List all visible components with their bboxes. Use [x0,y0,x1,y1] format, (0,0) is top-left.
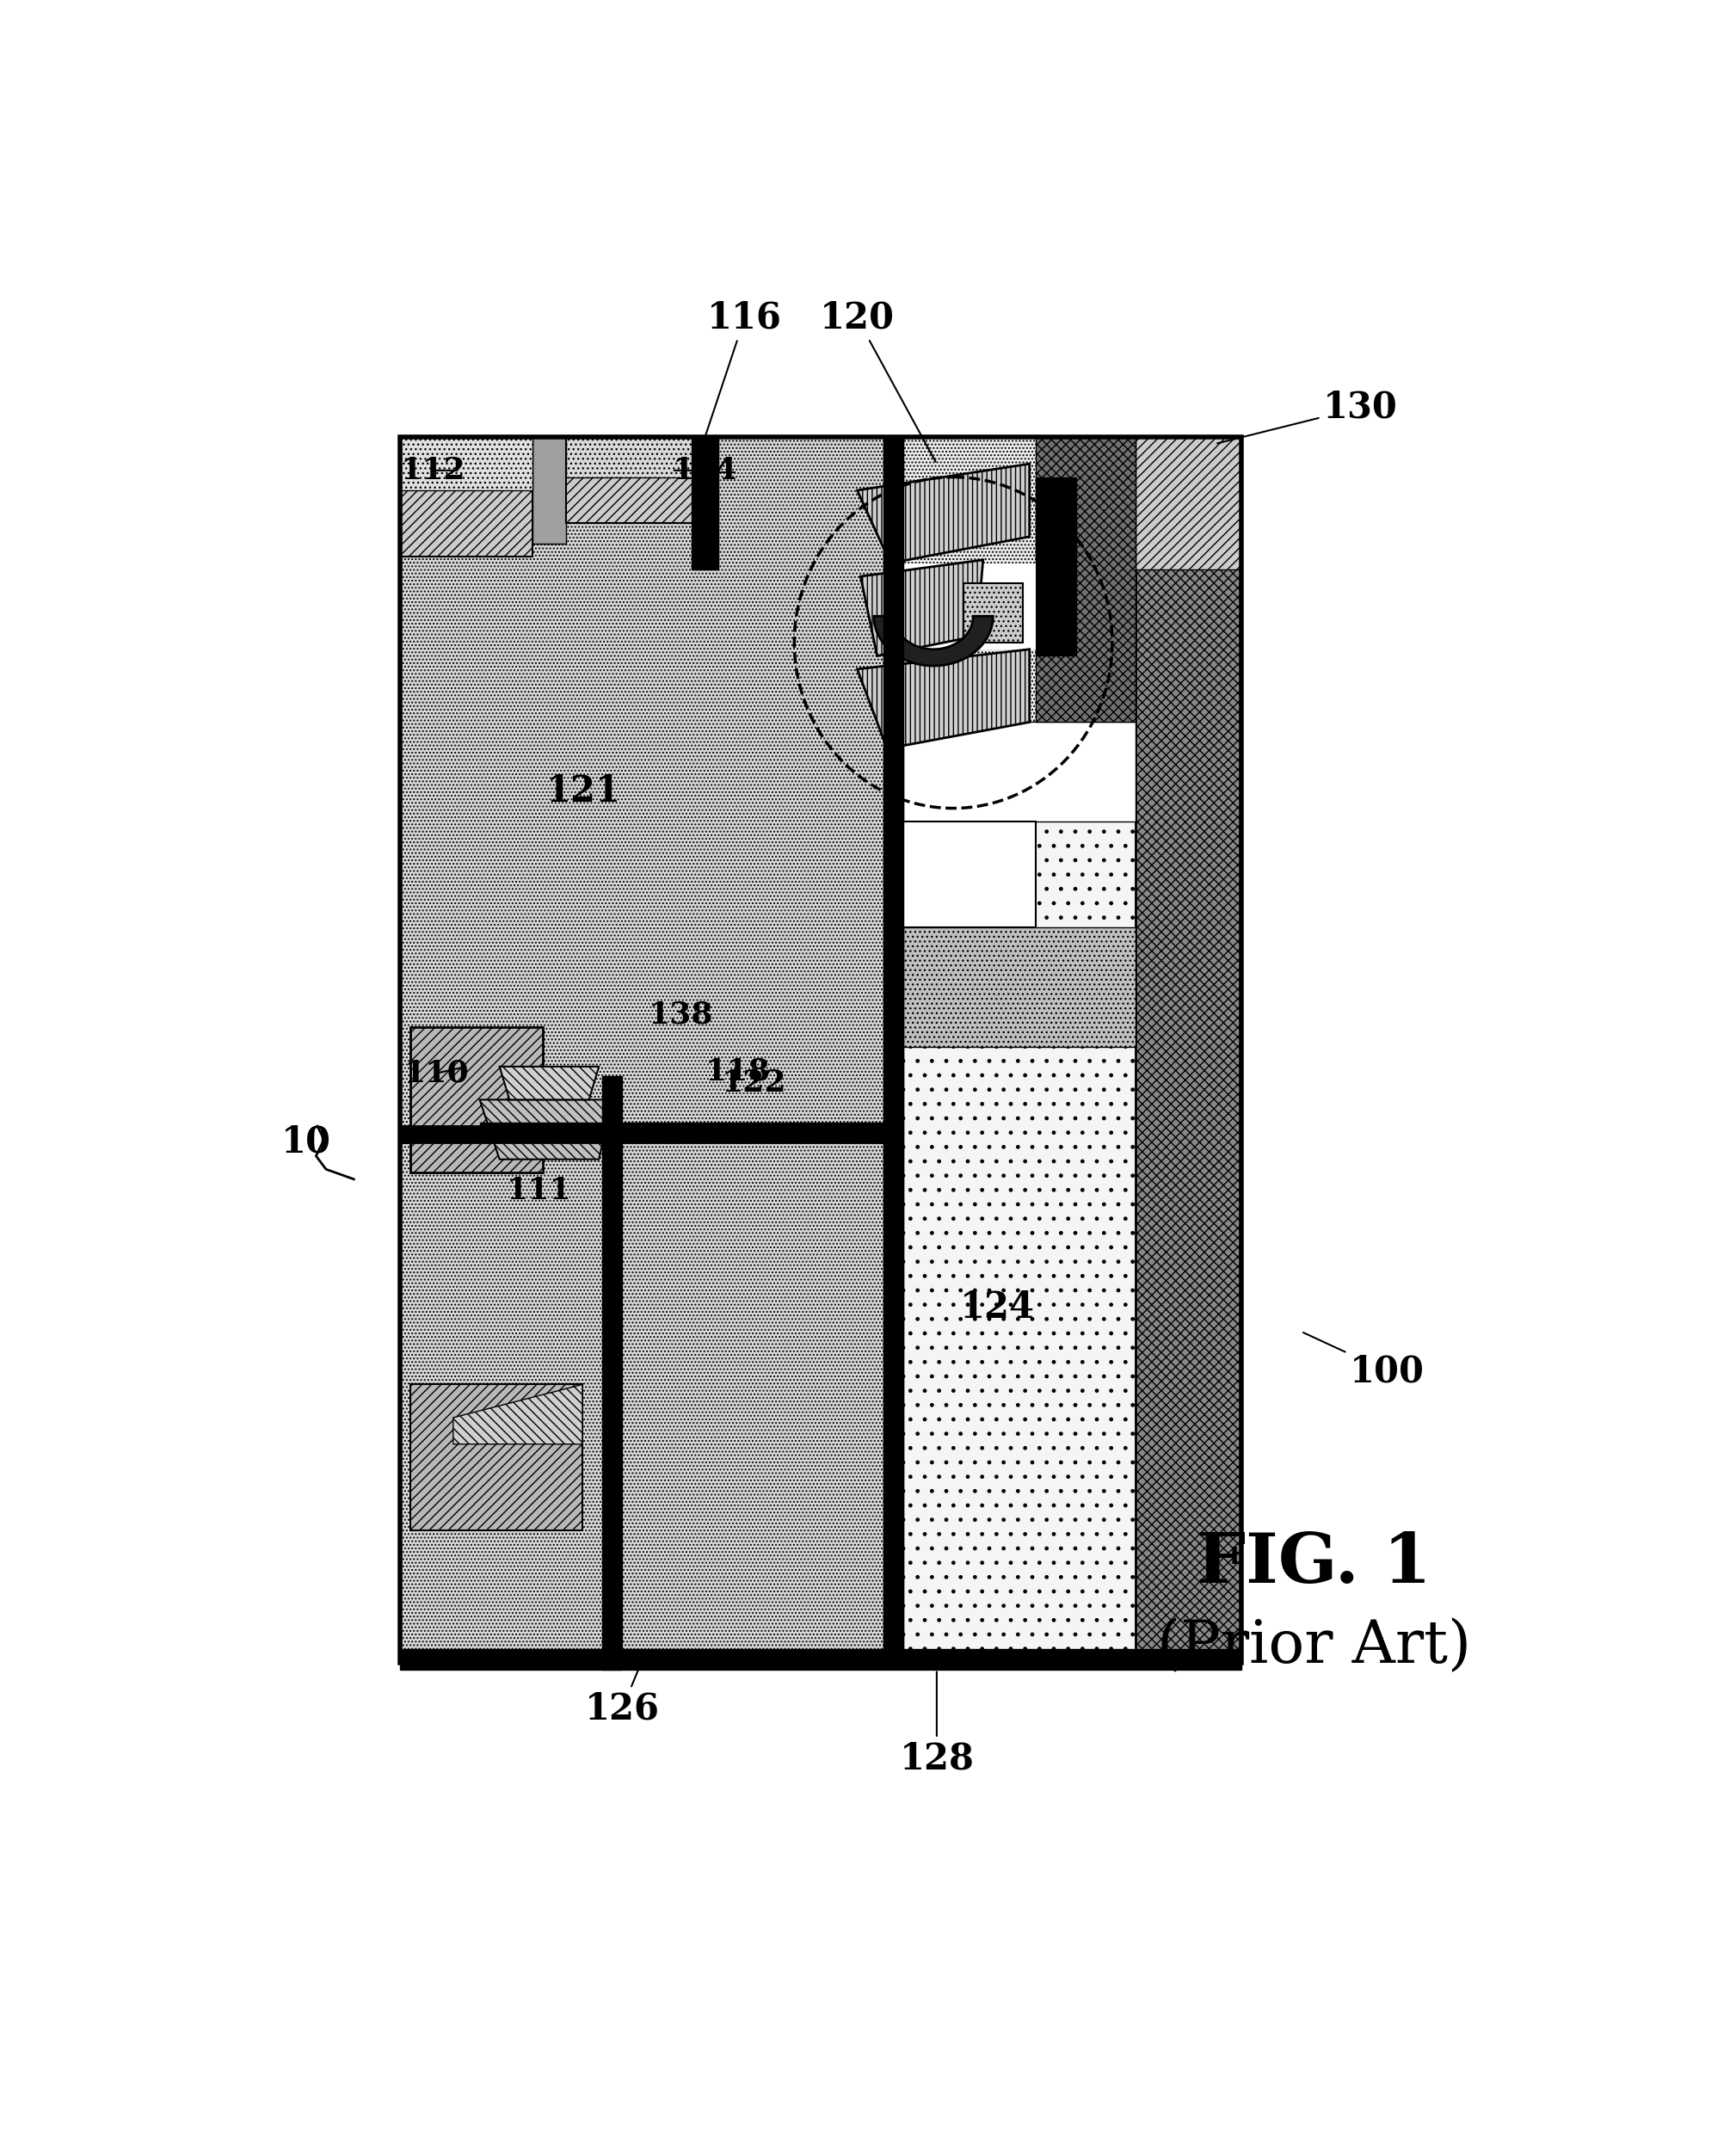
Text: 114: 114 [672,457,738,485]
Bar [904,722,1135,821]
Polygon shape [858,648,1029,750]
Text: FIG. 1: FIG. 1 [1198,1531,1432,1598]
Bar [904,722,1135,1663]
Text: 118: 118 [705,1058,771,1086]
Bar [1036,437,1135,722]
Text: 128: 128 [899,1672,974,1777]
Bar [1135,437,1241,1663]
Bar [904,437,1135,801]
Polygon shape [453,1385,582,1443]
Bar [401,1650,1241,1669]
Bar [410,1385,582,1529]
Text: 10: 10 [281,1124,332,1161]
Polygon shape [479,1101,613,1159]
Text: 111: 111 [507,1176,571,1204]
Bar [904,821,1036,928]
Bar [401,1127,884,1144]
Bar [401,437,884,1663]
Bar [566,437,698,523]
Text: 110: 110 [404,1058,469,1088]
Bar [533,437,566,543]
Bar [401,437,533,491]
Bar [904,928,1135,1047]
Bar [479,1135,887,1142]
Text: 138: 138 [649,999,713,1030]
Bar [1036,476,1076,657]
Polygon shape [500,1066,599,1101]
Text: 100: 100 [1304,1333,1425,1389]
Bar [1135,437,1241,571]
Text: (Prior Art): (Prior Art) [1158,1618,1472,1676]
Text: 130: 130 [1217,390,1397,444]
Text: 126: 126 [585,1654,660,1728]
Polygon shape [861,560,983,657]
Bar [479,1122,887,1129]
Bar [691,437,719,571]
Text: 124: 124 [960,1290,1035,1327]
Bar [602,1650,621,1669]
Bar [566,437,698,476]
Bar [401,437,533,556]
Text: 112: 112 [401,457,465,485]
Bar [602,1077,621,1129]
Text: 120: 120 [819,299,936,461]
Text: 116: 116 [705,299,781,435]
Bar [884,437,904,1663]
Text: 122: 122 [722,1068,786,1099]
Bar [401,437,1241,1663]
Bar [602,1129,621,1659]
Text: 121: 121 [545,773,621,810]
Bar [904,722,1135,1663]
Polygon shape [858,463,1029,562]
Bar [410,1027,543,1172]
Bar [904,562,1036,648]
Polygon shape [873,616,993,666]
Bar [963,584,1023,642]
